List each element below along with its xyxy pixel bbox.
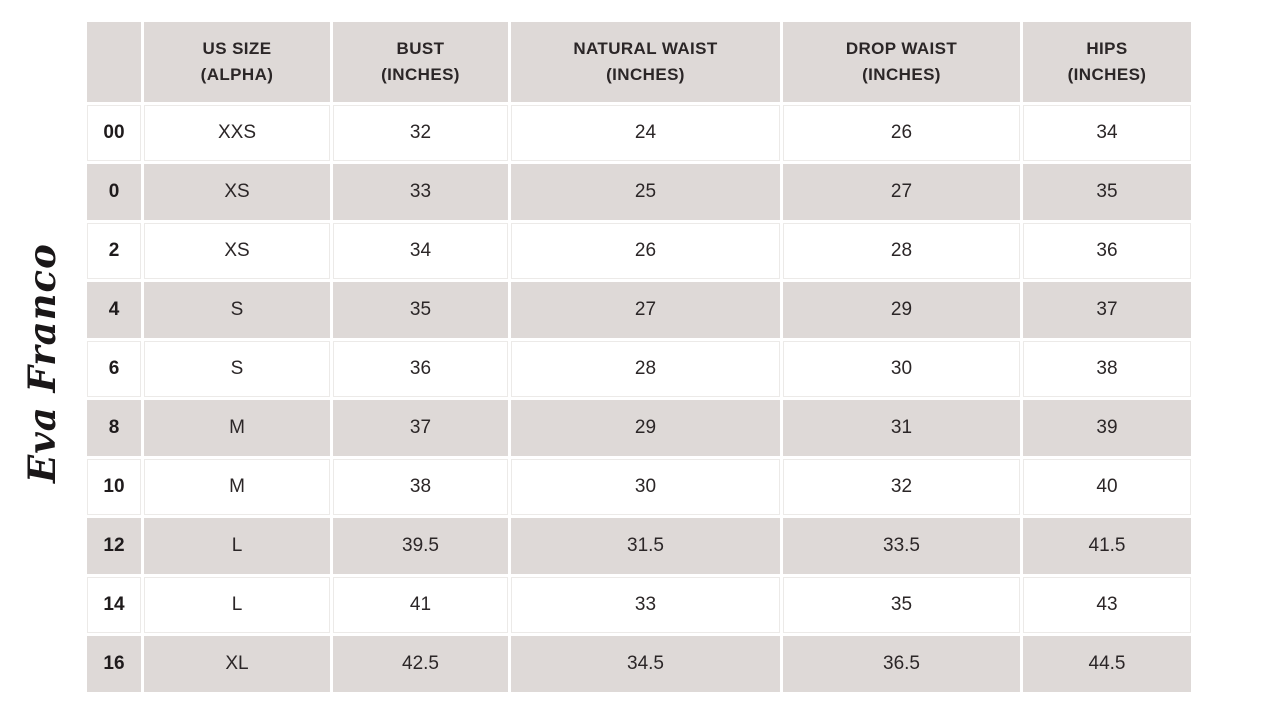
cell-bust: 38 <box>333 459 508 515</box>
cell-bust: 36 <box>333 341 508 397</box>
cell-bust: 33 <box>333 164 508 220</box>
cell-alpha: S <box>144 341 330 397</box>
table-row: 16 XL 42.5 34.5 36.5 44.5 <box>87 636 1191 692</box>
cell-alpha: L <box>144 518 330 574</box>
cell-hips: 41.5 <box>1023 518 1191 574</box>
cell-hips: 36 <box>1023 223 1191 279</box>
cell-alpha: XS <box>144 164 330 220</box>
table-row: 6 S 36 28 30 38 <box>87 341 1191 397</box>
cell-natural-waist: 26 <box>511 223 780 279</box>
table-row: 8 M 37 29 31 39 <box>87 400 1191 456</box>
cell-hips: 40 <box>1023 459 1191 515</box>
table-row: 0 XS 33 25 27 35 <box>87 164 1191 220</box>
header-cell-us-size-alpha: US SIZE (ALPHA) <box>144 22 330 102</box>
cell-alpha: XS <box>144 223 330 279</box>
cell-drop-waist: 26 <box>783 105 1020 161</box>
cell-alpha: M <box>144 400 330 456</box>
cell-us: 16 <box>87 636 141 692</box>
cell-natural-waist: 29 <box>511 400 780 456</box>
table-header-row: US SIZE (ALPHA) BUST (INCHES) NATURAL WA… <box>87 22 1191 102</box>
cell-hips: 43 <box>1023 577 1191 633</box>
cell-hips: 34 <box>1023 105 1191 161</box>
table-row: 00 XXS 32 24 26 34 <box>87 105 1191 161</box>
cell-bust: 42.5 <box>333 636 508 692</box>
cell-us: 14 <box>87 577 141 633</box>
cell-us: 8 <box>87 400 141 456</box>
header-cell-bust: BUST (INCHES) <box>333 22 508 102</box>
size-chart-table: US SIZE (ALPHA) BUST (INCHES) NATURAL WA… <box>84 19 1194 695</box>
cell-alpha: XL <box>144 636 330 692</box>
cell-natural-waist: 34.5 <box>511 636 780 692</box>
cell-drop-waist: 28 <box>783 223 1020 279</box>
size-table-body: 00 XXS 32 24 26 34 0 XS 33 25 27 35 2 XS 34 26 28 36 4 S 35 2… <box>87 105 1191 692</box>
cell-bust: 41 <box>333 577 508 633</box>
cell-us: 12 <box>87 518 141 574</box>
cell-hips: 39 <box>1023 400 1191 456</box>
cell-hips: 35 <box>1023 164 1191 220</box>
cell-bust: 32 <box>333 105 508 161</box>
cell-drop-waist: 30 <box>783 341 1020 397</box>
cell-hips: 37 <box>1023 282 1191 338</box>
table-row: 2 XS 34 26 28 36 <box>87 223 1191 279</box>
cell-drop-waist: 33.5 <box>783 518 1020 574</box>
cell-drop-waist: 35 <box>783 577 1020 633</box>
cell-natural-waist: 31.5 <box>511 518 780 574</box>
cell-natural-waist: 25 <box>511 164 780 220</box>
cell-natural-waist: 24 <box>511 105 780 161</box>
header-cell-empty <box>87 22 141 102</box>
cell-bust: 35 <box>333 282 508 338</box>
cell-alpha: L <box>144 577 330 633</box>
cell-drop-waist: 36.5 <box>783 636 1020 692</box>
cell-natural-waist: 30 <box>511 459 780 515</box>
cell-natural-waist: 27 <box>511 282 780 338</box>
cell-hips: 44.5 <box>1023 636 1191 692</box>
table-row: 4 S 35 27 29 37 <box>87 282 1191 338</box>
header-cell-drop-waist: DROP WAIST (INCHES) <box>783 22 1020 102</box>
cell-us: 10 <box>87 459 141 515</box>
cell-bust: 34 <box>333 223 508 279</box>
cell-alpha: XXS <box>144 105 330 161</box>
cell-alpha: S <box>144 282 330 338</box>
header-cell-hips: HIPS (INCHES) <box>1023 22 1191 102</box>
table-row: 12 L 39.5 31.5 33.5 41.5 <box>87 518 1191 574</box>
cell-natural-waist: 33 <box>511 577 780 633</box>
cell-us: 00 <box>87 105 141 161</box>
cell-alpha: M <box>144 459 330 515</box>
table-row: 10 M 38 30 32 40 <box>87 459 1191 515</box>
cell-us: 0 <box>87 164 141 220</box>
brand-logo-signature: Eva Franco <box>20 243 64 483</box>
cell-drop-waist: 27 <box>783 164 1020 220</box>
cell-bust: 39.5 <box>333 518 508 574</box>
cell-hips: 38 <box>1023 341 1191 397</box>
cell-us: 4 <box>87 282 141 338</box>
cell-bust: 37 <box>333 400 508 456</box>
header-cell-natural-waist: NATURAL WAIST (INCHES) <box>511 22 780 102</box>
table-row: 14 L 41 33 35 43 <box>87 577 1191 633</box>
cell-drop-waist: 31 <box>783 400 1020 456</box>
cell-drop-waist: 29 <box>783 282 1020 338</box>
cell-natural-waist: 28 <box>511 341 780 397</box>
cell-us: 2 <box>87 223 141 279</box>
cell-drop-waist: 32 <box>783 459 1020 515</box>
cell-us: 6 <box>87 341 141 397</box>
